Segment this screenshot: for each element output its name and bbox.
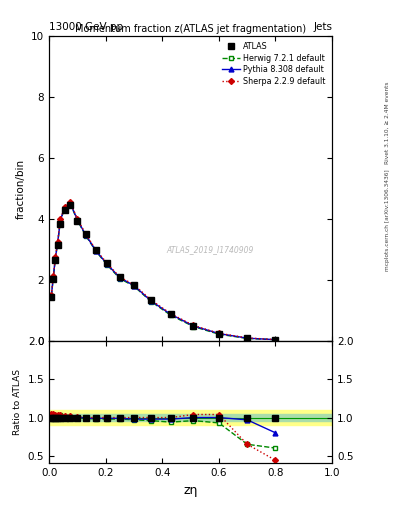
X-axis label: zη: zη (184, 484, 198, 497)
Bar (49, 414, 332, 421)
Legend: ATLAS, Herwig 7.2.1 default, Pythia 8.308 default, Sherpa 2.2.9 default: ATLAS, Herwig 7.2.1 default, Pythia 8.30… (220, 40, 328, 88)
Bar (49, 410, 332, 425)
Text: 13000 GeV pp: 13000 GeV pp (49, 22, 123, 32)
Text: ATLAS_2019_I1740909: ATLAS_2019_I1740909 (167, 245, 254, 254)
Title: Momentum fraction z(ATLAS jet fragmentation): Momentum fraction z(ATLAS jet fragmentat… (75, 24, 306, 34)
Y-axis label: fraction/bin: fraction/bin (16, 158, 26, 219)
Text: mcplots.cern.ch [arXiv:1306.3436]: mcplots.cern.ch [arXiv:1306.3436] (385, 169, 390, 271)
Text: Jets: Jets (313, 22, 332, 32)
Y-axis label: Ratio to ATLAS: Ratio to ATLAS (13, 369, 22, 435)
Text: Rivet 3.1.10, ≥ 2.4M events: Rivet 3.1.10, ≥ 2.4M events (385, 81, 390, 164)
